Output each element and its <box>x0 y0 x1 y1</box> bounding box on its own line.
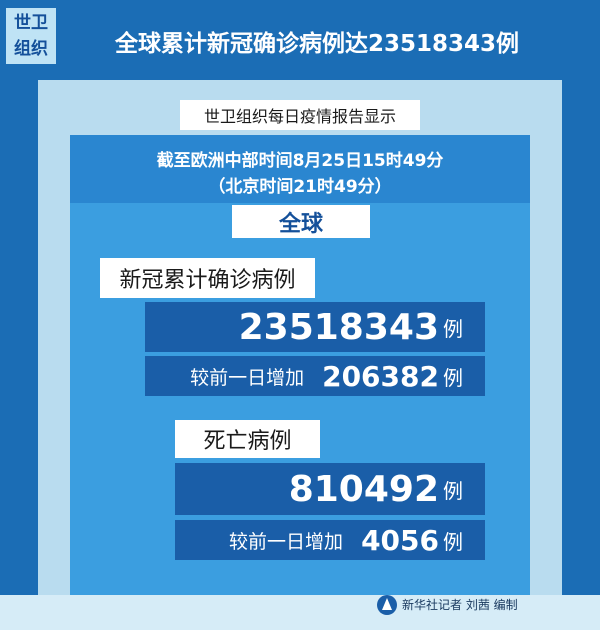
region: 全球 <box>232 205 370 238</box>
increase-box: 较前一日增加 4056 例 <box>175 520 485 560</box>
unit: 例 <box>443 316 463 341</box>
section-label: 死亡病例 <box>175 420 320 458</box>
logo <box>377 595 397 615</box>
footer-bar <box>0 595 600 630</box>
unit: 例 <box>443 365 463 390</box>
total: 23518343 <box>238 306 439 348</box>
time-band <box>70 135 530 203</box>
badge-line: 世卫 <box>14 13 48 33</box>
unit: 例 <box>443 529 463 554</box>
section-label: 新冠累计确诊病例 <box>100 258 315 298</box>
increase-label: 较前一日增加 <box>229 530 344 553</box>
total-box: 810492 例 <box>175 463 485 515</box>
badge-line: 组织 <box>14 39 48 59</box>
increase-box: 较前一日增加 206382 例 <box>145 356 485 396</box>
unit: 例 <box>443 478 463 503</box>
badge: 世卫 组织 <box>6 8 56 64</box>
total: 810492 <box>288 468 439 510</box>
timestamp: 截至欧洲中部时间8月25日15时49分 <box>156 151 444 171</box>
credit: 新华社记者 刘茜 编制 <box>402 598 518 612</box>
increase: 4056 <box>361 523 439 557</box>
subtitle: 世卫组织每日疫情报告显示 <box>180 100 420 130</box>
increase: 206382 <box>322 359 439 393</box>
title: 全球累计新冠确诊病例达23518343例 <box>115 31 520 57</box>
timestamp: （北京时间21时49分） <box>208 177 392 197</box>
total-box: 23518343 例 <box>145 302 485 352</box>
increase-label: 较前一日增加 <box>190 366 305 389</box>
